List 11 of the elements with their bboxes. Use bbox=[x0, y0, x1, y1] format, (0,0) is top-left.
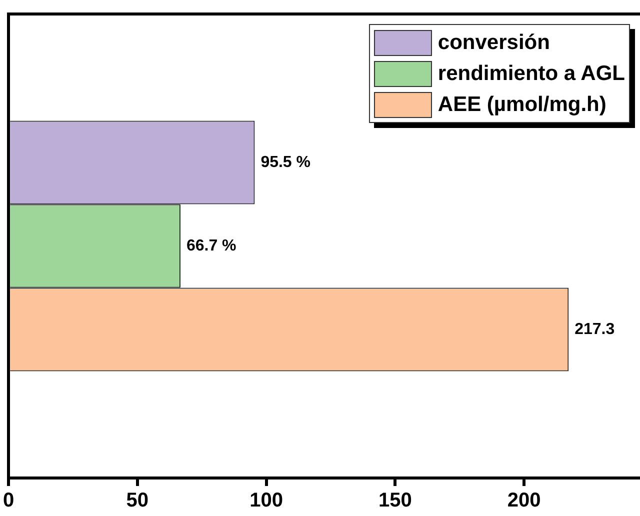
data-label: 95.5 % bbox=[260, 154, 311, 171]
legend-label: AEE (µmol/mg.h) bbox=[438, 92, 606, 116]
x-tick-label: 100 bbox=[250, 490, 283, 512]
x-tick-label: 200 bbox=[507, 490, 541, 512]
x-tick-label: 50 bbox=[126, 490, 149, 512]
legend-label: rendimiento a AGL bbox=[438, 62, 625, 86]
x-tick-label: 0 bbox=[3, 490, 14, 512]
data-label: 217.3 bbox=[574, 320, 615, 338]
x-tick-label: 150 bbox=[378, 490, 412, 512]
legend-label: conversión bbox=[438, 30, 550, 54]
data-label: 66.7 % bbox=[186, 237, 236, 254]
